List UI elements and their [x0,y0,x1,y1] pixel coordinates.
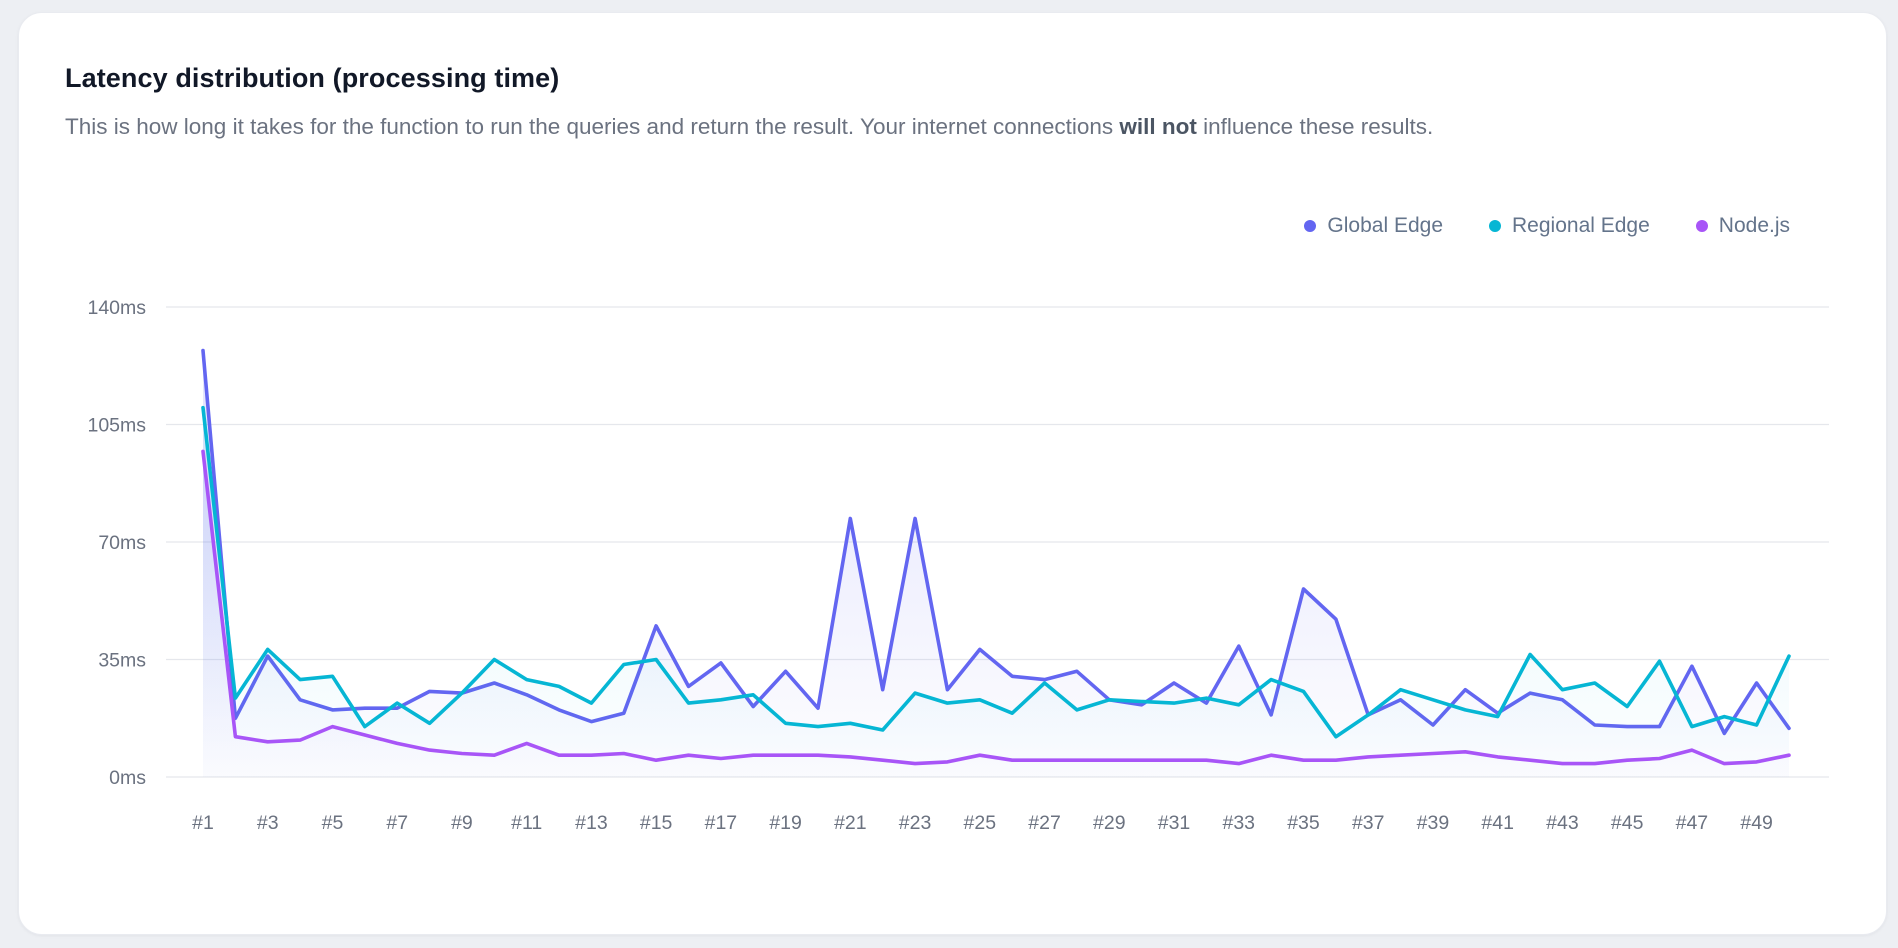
card-subtitle: This is how long it takes for the functi… [65,107,1765,147]
x-tick-23: #23 [899,812,932,834]
series-line-regional-edge[interactable] [201,405,1791,739]
series-area-node-js [203,451,1789,777]
latency-line-chart[interactable]: 0ms 35ms 70ms 105ms 140ms #1 #3 #5 #7 #9 #11 #13 #15… [65,271,1840,851]
y-tick-0ms: 0ms [109,767,146,789]
x-tick-39: #39 [1417,812,1450,834]
legend-item-regional-edge[interactable]: Regional Edge [1489,214,1650,238]
legend-item-global-edge[interactable]: Global Edge [1304,214,1443,238]
x-tick-43: #43 [1546,812,1579,834]
y-tick-105ms: 105ms [87,415,146,437]
series-line-node-js[interactable] [201,449,1791,766]
x-tick-35: #35 [1287,812,1320,834]
legend-dot-nodejs-icon [1695,220,1708,232]
legend-label-global-edge: Global Edge [1327,214,1444,237]
legend-dot-regional-edge-icon [1489,220,1502,232]
page-title: Latency distribution (processing time) [65,63,560,93]
x-tick-13: #13 [575,812,608,834]
x-tick-27: #27 [1028,812,1061,834]
x-tick-5: #5 [322,812,344,834]
x-tick-17: #17 [705,812,738,834]
legend-label-nodejs: Node.js [1718,214,1790,237]
x-tick-9: #9 [451,812,473,834]
x-tick-19: #19 [769,812,802,834]
x-tick-45: #45 [1611,812,1644,834]
chart-legend: Global Edge Regional Edge Node.js [65,211,1840,241]
x-tick-7: #7 [386,812,408,834]
x-tick-11: #11 [511,812,542,834]
legend-label-regional-edge: Regional Edge [1512,214,1650,237]
x-tick-29: #29 [1093,812,1126,834]
legend-dot-global-edge-icon [1304,220,1317,232]
subtitle-bold: will not [1119,114,1197,139]
subtitle-text-2: influence these results. [1196,114,1434,139]
x-tick-31: #31 [1158,812,1191,834]
x-tick-41: #41 [1481,812,1514,834]
y-tick-35ms: 35ms [98,650,146,672]
legend-item-nodejs[interactable]: Node.js [1695,214,1790,238]
x-tick-25: #25 [964,812,997,834]
latency-chart-canvas[interactable]: 0ms 35ms 70ms 105ms 140ms #1 #3 #5 #7 #9 #11 #13 #15… [65,271,1839,851]
series-area-regional-edge [203,407,1789,777]
x-tick-1: #1 [192,812,214,834]
x-tick-47: #47 [1676,812,1709,834]
x-tick-3: #3 [257,812,279,834]
x-tick-33: #33 [1222,812,1255,834]
x-tick-21: #21 [834,812,867,834]
latency-card: Latency distribution (processing time) T… [18,12,1887,935]
y-tick-70ms: 70ms [98,532,146,554]
x-tick-37: #37 [1352,812,1385,834]
y-tick-140ms: 140ms [87,297,146,319]
x-tick-49: #49 [1740,812,1773,834]
x-tick-15: #15 [640,812,673,834]
subtitle-text-1: This is how long it takes for the functi… [65,114,1120,139]
